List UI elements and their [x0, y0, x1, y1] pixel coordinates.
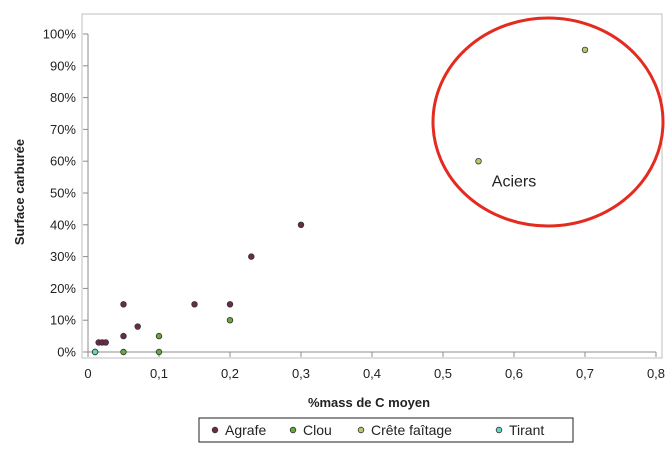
point-cr-te-fa-tage — [581, 46, 589, 54]
point-agrafe — [134, 323, 141, 330]
legend-marker — [211, 426, 219, 434]
legend-label: Agrafe — [225, 422, 266, 438]
y-tick-label: 70% — [50, 122, 76, 137]
point-clou — [226, 317, 234, 324]
legend-label: Clou — [303, 422, 332, 438]
y-tick-label: 60% — [50, 154, 76, 169]
point-agrafe — [191, 301, 198, 308]
point-clou — [155, 348, 163, 356]
legend-item-cr-te-fa-tage: Crête faîtage — [357, 422, 452, 438]
y-tick-label: 90% — [50, 58, 76, 73]
annotation-label: Aciers — [492, 174, 536, 191]
y-tick-label: 40% — [50, 217, 76, 232]
x-axis-label: %mass de C moyen — [308, 395, 430, 410]
legend-marker — [495, 426, 503, 434]
point-agrafe — [120, 301, 127, 308]
point-clou — [120, 348, 127, 356]
point-agrafe — [248, 253, 255, 260]
point-clou — [155, 332, 163, 340]
x-tick-label: 0,8 — [647, 366, 665, 381]
legend: Agrafe Clou Crête faîtage Tirant — [198, 417, 574, 443]
x-tick-label: 0,3 — [292, 366, 310, 381]
y-tick-label: 10% — [50, 313, 76, 328]
point-agrafe — [102, 339, 109, 346]
x-tick-label: 0,5 — [434, 366, 452, 381]
y-tick-label: 100% — [43, 27, 77, 42]
point-cr-te-fa-tage — [475, 157, 482, 165]
legend-item-clou: Clou — [289, 422, 332, 438]
legend-item-tirant: Tirant — [495, 422, 544, 438]
legend-label: Crête faîtage — [371, 422, 452, 438]
legend-marker — [289, 426, 297, 434]
legend-box — [198, 417, 574, 443]
x-tick-label: 0 — [84, 366, 91, 381]
point-agrafe — [297, 221, 305, 228]
point-agrafe — [120, 332, 127, 340]
y-axis-label: Surface carburée — [12, 139, 27, 245]
legend-item-agrafe: Agrafe — [211, 422, 266, 438]
y-tick-label: 20% — [50, 281, 76, 296]
legend-label: Tirant — [509, 422, 544, 438]
x-tick-label: 0,7 — [576, 366, 594, 381]
point-tirant — [91, 348, 99, 356]
y-tick-label: 30% — [50, 249, 76, 264]
plot-area — [81, 13, 663, 359]
x-tick-label: 0,2 — [221, 366, 239, 381]
legend-marker — [357, 426, 365, 434]
y-tick-label: 0% — [57, 345, 76, 360]
x-tick-label: 0,1 — [150, 366, 168, 381]
x-tick-label: 0,4 — [363, 366, 381, 381]
highlight-circle — [431, 16, 665, 228]
point-agrafe — [226, 301, 234, 308]
y-tick-label: 50% — [50, 186, 76, 201]
x-tick-label: 0,6 — [505, 366, 523, 381]
y-tick-label: 80% — [50, 90, 76, 105]
